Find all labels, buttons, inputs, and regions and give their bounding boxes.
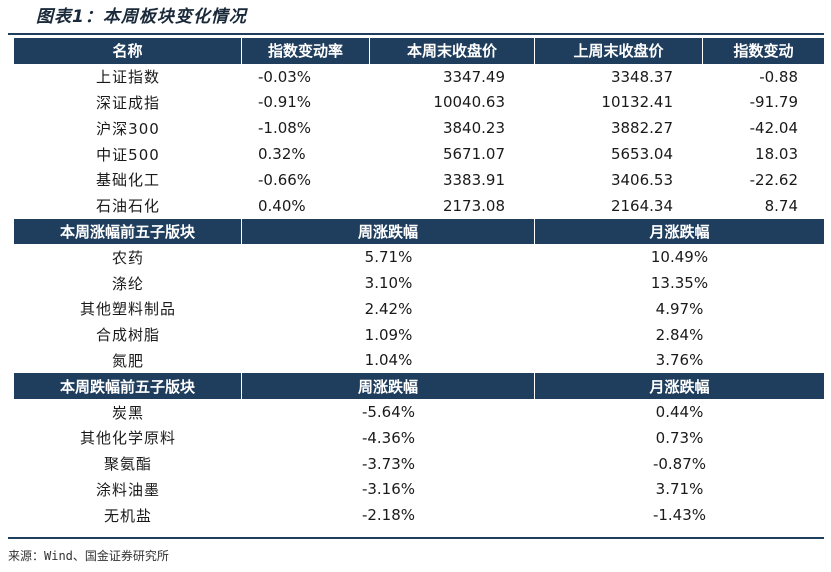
header-name: 名称 bbox=[14, 38, 242, 64]
table-row: 其他塑料制品 2.42% 4.97% bbox=[14, 296, 824, 322]
table-row: 其他化学原料 -4.36% 0.73% bbox=[14, 425, 824, 451]
table-row: 炭黑 -5.64% 0.44% bbox=[14, 399, 824, 425]
index-name-cell: 中证500 bbox=[96, 145, 160, 164]
month-change-cell: 10.49% bbox=[650, 248, 709, 267]
table-row: 石油石化 0.40% 2173.08 2164.34 8.74 bbox=[14, 193, 824, 219]
table-row: 无机盐 -2.18% -1.43% bbox=[14, 502, 824, 528]
index-name-cell: 沪深300 bbox=[96, 119, 160, 138]
header-gainers-week: 周涨跌幅 bbox=[242, 218, 535, 245]
sector-name-cell: 农药 bbox=[111, 248, 144, 267]
index-name-cell: 上证指数 bbox=[95, 68, 160, 87]
close-this-week-cell: 3347.49 bbox=[442, 67, 505, 86]
header-close-this-week: 本周末收盘价 bbox=[370, 38, 535, 64]
change-points-cell: -22.62 bbox=[749, 170, 798, 189]
index-name-cell: 基础化工 bbox=[95, 171, 160, 190]
sector-name-cell: 其他化学原料 bbox=[79, 429, 176, 448]
header-losers-week: 周涨跌幅 bbox=[242, 373, 535, 400]
header-change-rate: 指数变动率 bbox=[242, 38, 370, 64]
header-losers-sector: 本周跌幅前五子版块 bbox=[14, 373, 242, 400]
sector-name-cell: 涤纶 bbox=[111, 274, 144, 293]
sector-name-cell: 炭黑 bbox=[111, 403, 144, 422]
gainers-header-row: 本周涨幅前五子版块 周涨跌幅 月涨跌幅 bbox=[14, 218, 824, 245]
header-close-last-week: 上周末收盘价 bbox=[535, 38, 703, 64]
week-change-cell: 2.42% bbox=[364, 299, 413, 318]
change-points-cell: 18.03 bbox=[755, 145, 798, 164]
week-change-cell: 3.10% bbox=[364, 274, 413, 293]
close-this-week-cell: 2173.08 bbox=[442, 196, 505, 215]
header-losers-month: 月涨跌幅 bbox=[649, 377, 710, 396]
close-last-week-cell: 10132.41 bbox=[601, 93, 673, 112]
sector-name-cell: 氮肥 bbox=[111, 351, 144, 370]
month-change-cell: 3.76% bbox=[655, 351, 704, 370]
change-points-cell: -91.79 bbox=[749, 93, 798, 112]
sector-name-cell: 聚氨酯 bbox=[103, 455, 152, 474]
title-divider bbox=[8, 33, 824, 35]
month-change-cell: 13.35% bbox=[650, 274, 709, 293]
week-change-cell: -5.64% bbox=[361, 403, 416, 422]
source-note: 来源：Wind、国金证券研究所 bbox=[8, 549, 169, 563]
sector-name-cell: 其他塑料制品 bbox=[79, 300, 176, 319]
change-rate-cell: -1.08% bbox=[258, 119, 312, 138]
week-change-cell: -3.73% bbox=[361, 454, 416, 473]
bottom-divider bbox=[8, 537, 824, 539]
month-change-cell: 3.71% bbox=[655, 480, 704, 499]
sector-name-cell: 涂料油墨 bbox=[95, 480, 160, 499]
month-change-cell: 2.84% bbox=[655, 325, 704, 344]
month-change-cell: 0.44% bbox=[655, 403, 704, 422]
week-change-cell: -3.16% bbox=[361, 480, 416, 499]
table-row: 基础化工 -0.66% 3383.91 3406.53 -22.62 bbox=[14, 167, 824, 193]
close-this-week-cell: 10040.63 bbox=[433, 93, 505, 112]
week-change-cell: 5.71% bbox=[364, 248, 413, 267]
close-this-week-cell: 5671.07 bbox=[442, 145, 505, 164]
close-this-week-cell: 3840.23 bbox=[442, 119, 505, 138]
week-change-cell: 1.04% bbox=[364, 351, 413, 370]
month-change-cell: -1.43% bbox=[652, 506, 707, 525]
table-row: 聚氨酯 -3.73% -0.87% bbox=[14, 451, 824, 477]
sector-change-table: 名称 指数变动率 本周末收盘价 上周末收盘价 指数变动 上证指数 -0.03% 33… bbox=[14, 38, 824, 528]
month-change-cell: -0.87% bbox=[652, 454, 707, 473]
sector-name-cell: 无机盐 bbox=[103, 506, 152, 525]
header-gainers-month: 月涨跌幅 bbox=[649, 222, 710, 241]
table-row: 氮肥 1.04% 3.76% bbox=[14, 348, 824, 374]
table-row: 沪深300 -1.08% 3840.23 3882.27 -42.04 bbox=[14, 115, 824, 141]
close-last-week-cell: 3406.53 bbox=[610, 170, 673, 189]
table-row: 合成树脂 1.09% 2.84% bbox=[14, 322, 824, 348]
change-rate-cell: 0.32% bbox=[258, 145, 306, 164]
losers-header-row: 本周跌幅前五子版块 周涨跌幅 月涨跌幅 bbox=[14, 373, 824, 400]
close-this-week-cell: 3383.91 bbox=[442, 170, 505, 189]
close-last-week-cell: 3348.37 bbox=[610, 67, 673, 86]
indices-header-row: 名称 指数变动率 本周末收盘价 上周末收盘价 指数变动 bbox=[14, 38, 824, 64]
table-row: 上证指数 -0.03% 3347.49 3348.37 -0.88 bbox=[14, 64, 824, 90]
header-change-points: 指数变动 bbox=[733, 42, 794, 61]
losers-body: 炭黑 -5.64% 0.44% 其他化学原料 -4.36% 0.73% 聚氨酯 -3.73% -… bbox=[14, 399, 824, 528]
month-change-cell: 4.97% bbox=[655, 299, 704, 318]
index-name-cell: 深证成指 bbox=[95, 93, 160, 112]
indices-body: 上证指数 -0.03% 3347.49 3348.37 -0.88 深证成指 -0.91% 1… bbox=[14, 64, 824, 219]
change-points-cell: -0.88 bbox=[759, 67, 798, 86]
table-row: 涂料油墨 -3.16% 3.71% bbox=[14, 477, 824, 503]
change-rate-cell: 0.40% bbox=[258, 196, 306, 215]
week-change-cell: -4.36% bbox=[361, 428, 416, 447]
week-change-cell: 1.09% bbox=[364, 325, 413, 344]
change-rate-cell: -0.91% bbox=[258, 93, 312, 112]
table-row: 深证成指 -0.91% 10040.63 10132.41 -91.79 bbox=[14, 90, 824, 116]
change-rate-cell: -0.66% bbox=[258, 170, 312, 189]
change-points-cell: 8.74 bbox=[764, 196, 798, 215]
change-points-cell: -42.04 bbox=[749, 119, 798, 138]
close-last-week-cell: 2164.34 bbox=[610, 196, 673, 215]
sector-name-cell: 合成树脂 bbox=[95, 326, 160, 345]
table-row: 涤纶 3.10% 13.35% bbox=[14, 270, 824, 296]
change-rate-cell: -0.03% bbox=[258, 67, 312, 86]
header-gainers-sector: 本周涨幅前五子版块 bbox=[14, 218, 242, 245]
close-last-week-cell: 5653.04 bbox=[610, 145, 673, 164]
gainers-body: 农药 5.71% 10.49% 涤纶 3.10% 13.35% 其他塑料制品 2.42% 4.9… bbox=[14, 244, 824, 373]
figure-title: 图表1：本周板块变化情况 bbox=[36, 7, 247, 27]
week-change-cell: -2.18% bbox=[361, 506, 416, 525]
table-row: 农药 5.71% 10.49% bbox=[14, 244, 824, 270]
month-change-cell: 0.73% bbox=[655, 428, 704, 447]
index-name-cell: 石油石化 bbox=[95, 197, 160, 216]
table-row: 中证500 0.32% 5671.07 5653.04 18.03 bbox=[14, 141, 824, 167]
close-last-week-cell: 3882.27 bbox=[610, 119, 673, 138]
